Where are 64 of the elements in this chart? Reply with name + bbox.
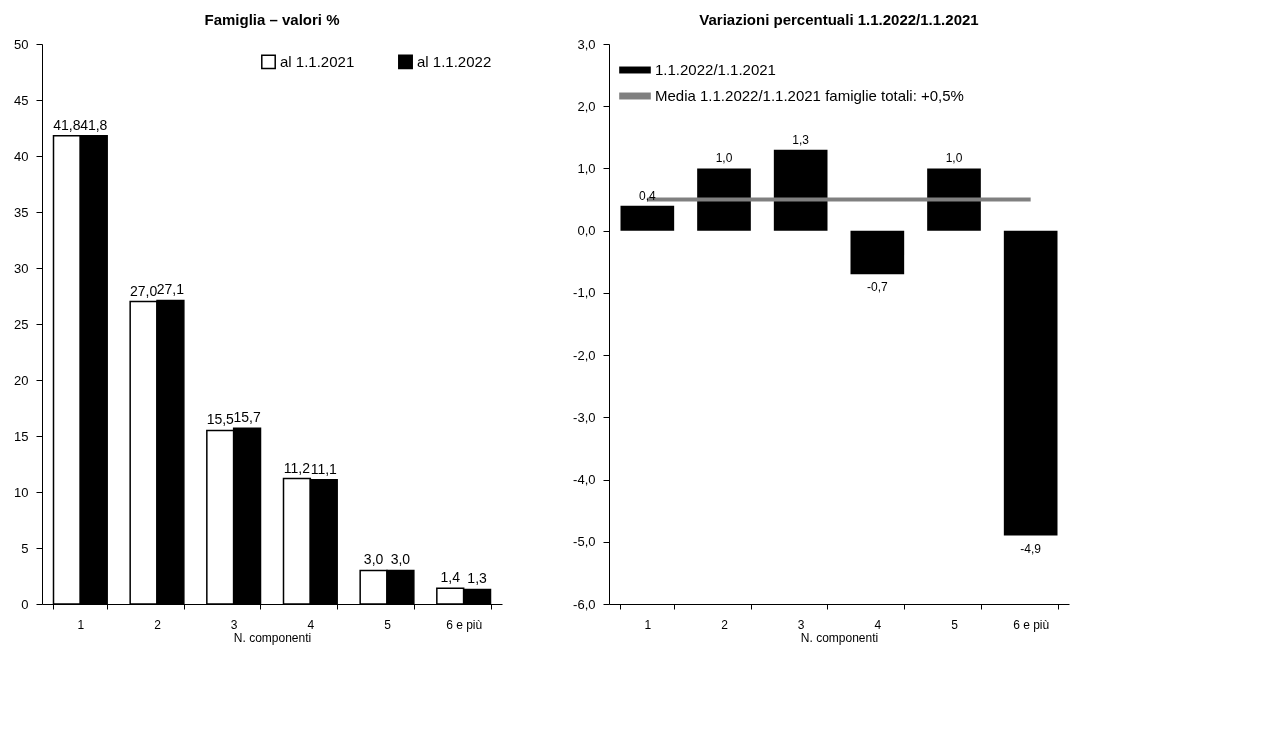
y-tick-label: -2,0 (573, 347, 596, 363)
chart-title: Variazioni percentuali 1.1.2022/1.1.2021 (699, 11, 979, 28)
y-tick-label: 3,0 (577, 36, 596, 52)
x-tick-label: 6 e più (446, 617, 483, 632)
x-tick-label: 3 (230, 617, 238, 632)
data-label: 1,0 (945, 151, 963, 166)
y-tick-label: 1,0 (577, 160, 596, 176)
x-axis-title: N. componenti (233, 630, 312, 645)
legend-label: 1.1.2022/1.1.2021 (655, 61, 776, 78)
data-label: -4,9 (1020, 541, 1042, 556)
y-tick-label: 0 (21, 596, 29, 612)
bar (1003, 230, 1058, 536)
y-tick-label: 25 (14, 316, 29, 332)
bar (620, 205, 675, 231)
y-tick-label: 35 (14, 204, 29, 220)
data-label: 11,2 (283, 459, 311, 476)
data-label: 1,3 (792, 132, 810, 147)
data-label: 0,4 (638, 188, 656, 203)
x-tick-label: 5 (384, 617, 392, 632)
y-tick-label: 20 (14, 372, 29, 388)
data-label: 41,8 (80, 116, 108, 133)
y-tick-label: 15 (14, 428, 29, 444)
y-tick-label: 5 (21, 540, 29, 556)
x-tick-label: 4 (874, 617, 882, 632)
x-tick-label: 1 (644, 617, 652, 632)
data-label: 27,1 (156, 281, 185, 298)
bar (850, 230, 905, 275)
data-label: 11,1 (310, 460, 338, 477)
y-tick-label: -4,0 (573, 472, 596, 488)
x-tick-label: 4 (307, 617, 315, 632)
x-tick-label: 2 (721, 617, 729, 632)
data-label: 1,4 (440, 569, 461, 586)
y-tick-label: 2,0 (577, 98, 596, 114)
bar (773, 149, 828, 231)
data-label: 1,3 (467, 570, 488, 587)
y-tick-label: 50 (14, 36, 29, 52)
y-tick-label: 0,0 (577, 223, 596, 239)
legend-label: al 1.1.2021 (280, 52, 355, 70)
data-label: 3,0 (390, 551, 411, 568)
chart-title: Famiglia – valori % (204, 11, 340, 28)
data-label: 3,0 (363, 551, 384, 568)
x-tick-label: 6 e più (1013, 617, 1050, 632)
legend-label: Media 1.1.2022/1.1.2021 famiglie totali: +0,5% (655, 87, 964, 104)
x-axis-title: N. componenti (800, 630, 879, 645)
x-tick-label: 5 (951, 617, 959, 632)
legend-label: al 1.1.2022 (417, 52, 492, 70)
data-label: 15,7 (233, 409, 261, 426)
data-label: 41,8 (53, 116, 81, 133)
x-tick-label: 3 (797, 617, 805, 632)
y-tick-label: -1,0 (573, 285, 596, 301)
x-tick-label: 1 (77, 617, 85, 632)
y-tick-label: 45 (14, 92, 29, 108)
data-label: -0,7 (866, 280, 888, 295)
data-label: 27,0 (129, 282, 158, 299)
y-tick-label: 40 (14, 148, 29, 164)
data-label: 1,0 (715, 151, 733, 166)
y-tick-label: 10 (14, 484, 29, 500)
y-tick-label: 30 (14, 260, 29, 276)
y-tick-label: -3,0 (573, 409, 596, 425)
y-tick-label: -6,0 (573, 596, 596, 612)
bar (697, 168, 751, 231)
y-tick-label: -5,0 (573, 534, 596, 550)
bar (927, 168, 981, 231)
x-tick-label: 2 (154, 617, 162, 632)
